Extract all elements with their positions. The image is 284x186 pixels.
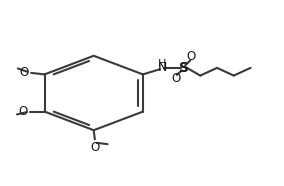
Text: S: S xyxy=(179,61,189,75)
Text: N: N xyxy=(157,61,167,74)
Text: O: O xyxy=(187,50,196,63)
Text: O: O xyxy=(20,66,29,79)
Text: O: O xyxy=(19,105,28,118)
Text: O: O xyxy=(171,72,180,85)
Text: H: H xyxy=(158,59,166,69)
Text: O: O xyxy=(91,141,100,154)
